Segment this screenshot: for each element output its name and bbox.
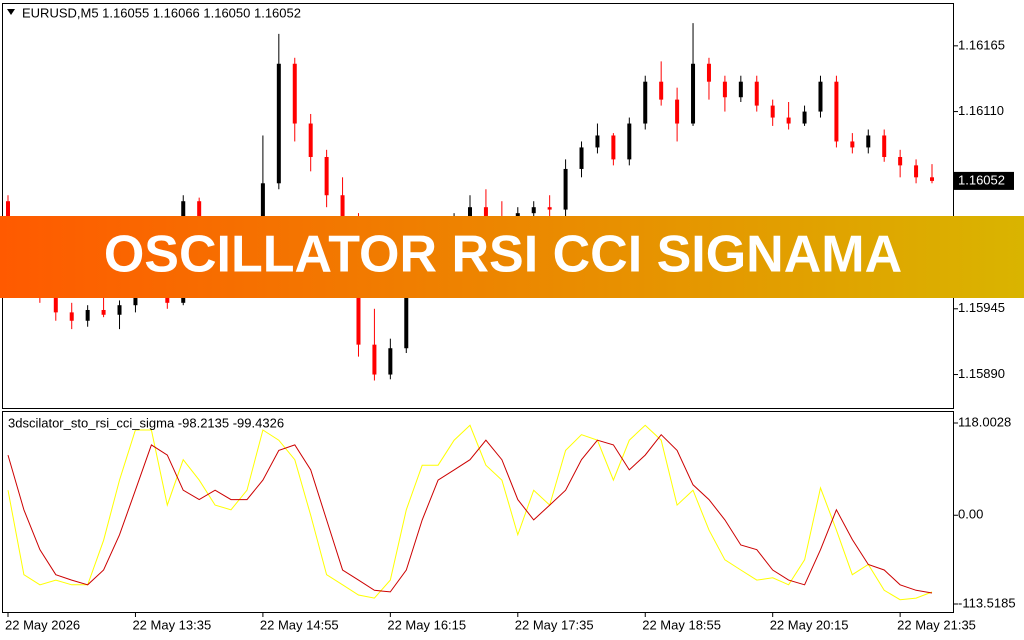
- chart-title: EURUSD,M5 1.16055 1.16066 1.16050 1.1605…: [22, 5, 301, 20]
- candle-body: [388, 348, 393, 375]
- candle-body: [404, 266, 409, 349]
- candle-body: [722, 81, 727, 98]
- candle-body: [754, 81, 759, 106]
- y-tick-label: 1.16110: [958, 103, 1004, 118]
- y-tick-label: 1.16165: [958, 37, 1005, 52]
- y-tick-label: 118.0028: [958, 414, 1011, 429]
- candle-body: [914, 165, 919, 178]
- x-tick-label: 22 May 14:55: [260, 617, 339, 632]
- candle-body: [101, 309, 106, 315]
- candle-body: [579, 147, 584, 169]
- candle-body: [706, 63, 711, 82]
- candle-body: [850, 141, 855, 148]
- x-tick-label: 22 May 16:15: [387, 617, 466, 632]
- candle-body: [770, 105, 775, 118]
- candle-body: [324, 156, 329, 196]
- candle-body: [898, 156, 903, 166]
- oscillator-panel: [2, 411, 954, 613]
- candle-body: [691, 63, 696, 124]
- candle-body: [372, 344, 377, 375]
- last-price-label: 1.16052: [958, 172, 1005, 187]
- candle-body: [834, 81, 839, 142]
- x-tick-label: 22 May 2026: [5, 617, 80, 632]
- candle-body: [483, 207, 488, 220]
- candle-body: [308, 123, 313, 157]
- candle-body: [866, 135, 871, 148]
- candle-body: [595, 135, 600, 148]
- oscillator-line: [7, 424, 933, 601]
- candle-body: [818, 81, 823, 112]
- candle-body: [611, 135, 616, 160]
- candle-body: [340, 195, 345, 220]
- banner: [0, 216, 1024, 298]
- candle-body: [930, 177, 934, 181]
- plot-layer: 1.16165 1.16110 1.15945 1.15890 1.16052 118.0…: [5, 23, 1016, 632]
- price-panel: [2, 3, 954, 409]
- y-tick-label: 1.15945: [958, 300, 1005, 315]
- candle-body: [547, 207, 552, 210]
- x-tick-label: 22 May 13:35: [132, 617, 211, 632]
- candle-body: [133, 290, 138, 306]
- candle-body: [738, 81, 743, 98]
- candle-body: [69, 312, 74, 321]
- candle-body: [53, 293, 58, 313]
- y-tick-label: 1.15890: [958, 366, 1005, 381]
- y-tick-label: -113.5185: [958, 595, 1016, 610]
- candle-body: [531, 207, 536, 214]
- candle-body: [563, 168, 568, 210]
- banner-text: OSCILLATOR RSI CCI SIGNAMA: [104, 226, 902, 284]
- x-tick-label: 22 May 18:55: [642, 617, 721, 632]
- candle-body: [276, 63, 281, 184]
- candle-body: [675, 99, 680, 124]
- candle-body: [882, 135, 887, 157]
- y-tick-label: 0.00: [958, 507, 983, 522]
- x-tick-label: 22 May 17:35: [515, 617, 594, 632]
- candle-body: [643, 81, 648, 124]
- candle-body: [260, 183, 265, 226]
- last-price-box: [953, 171, 1014, 190]
- candle-body: [292, 63, 297, 124]
- candle-body: [85, 309, 90, 321]
- candle-body: [627, 123, 632, 160]
- candle-body: [117, 305, 122, 315]
- collapse-icon[interactable]: [7, 9, 15, 15]
- indicator-title: 3dscilator_sto_rsi_cci_sigma -98.2135 -9…: [8, 415, 284, 430]
- x-tick-label: 22 May 21:35: [897, 617, 976, 632]
- candle-body: [802, 111, 807, 124]
- candle-body: [659, 81, 664, 100]
- oscillator-line: [7, 433, 933, 594]
- x-tick-label: 22 May 20:15: [770, 617, 849, 632]
- candle-body: [468, 207, 472, 220]
- candle-body: [786, 117, 791, 124]
